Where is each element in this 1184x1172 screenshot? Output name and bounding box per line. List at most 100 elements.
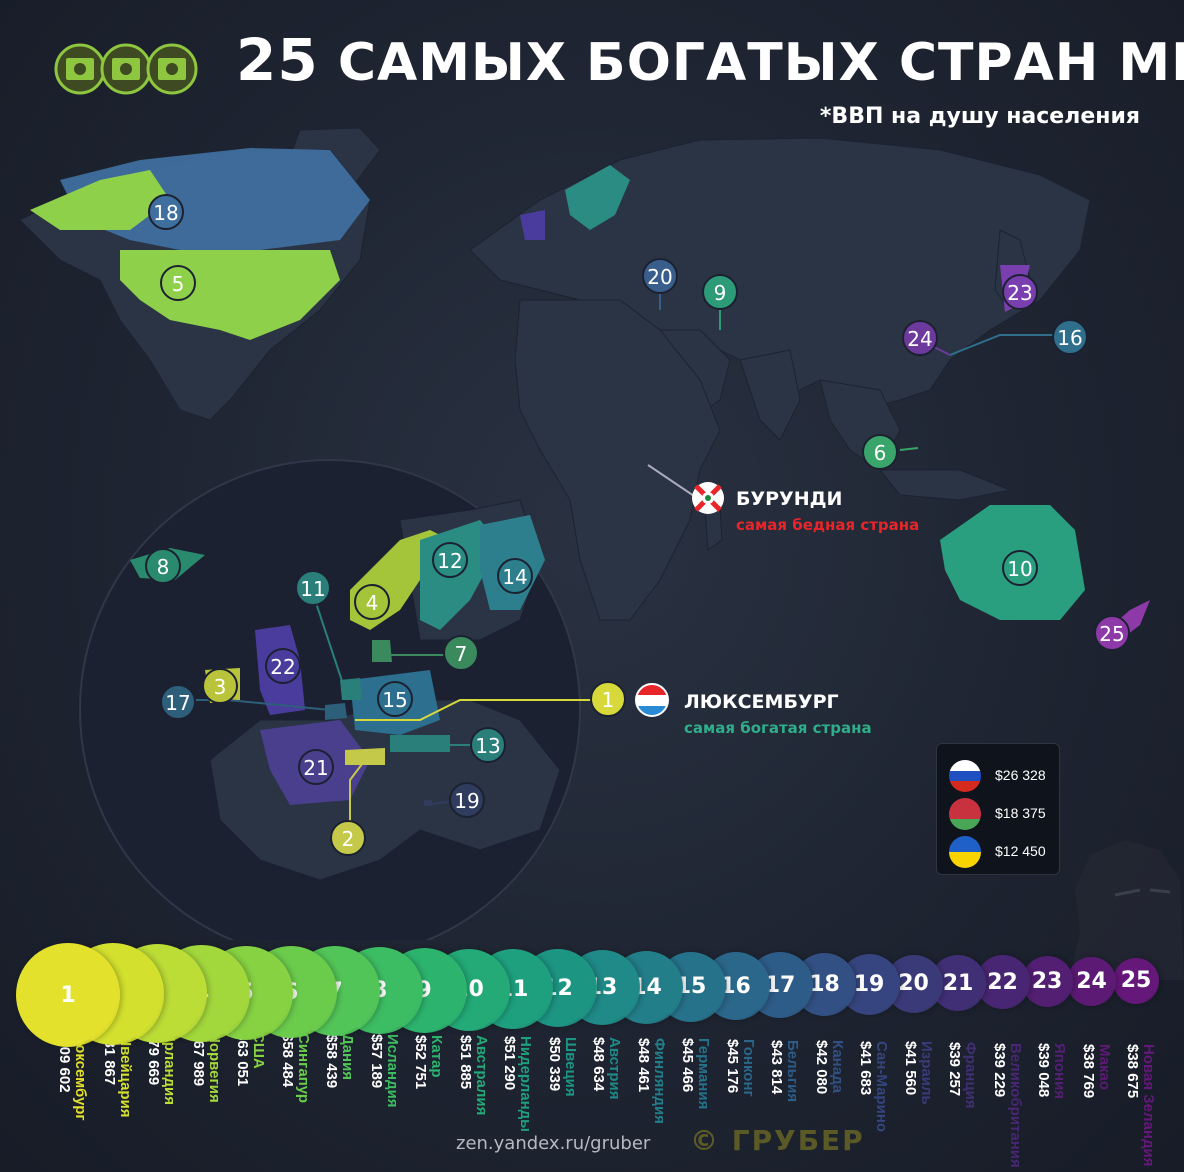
- map-marker-19: 19: [449, 782, 485, 818]
- burundi-sublabel: самая бедная страна: [736, 516, 919, 534]
- rank-value: $45 176: [723, 1039, 741, 1094]
- map-marker-15: 15: [377, 681, 413, 717]
- map-marker-2: 2: [330, 820, 366, 856]
- rank-country: Дания: [339, 1033, 356, 1080]
- belarus-flag-icon: [949, 798, 981, 830]
- rank-value: $58 439: [323, 1033, 340, 1088]
- world-map: 18 5 20 9 23 24 16 6 10 25 8 12 14 11 4 7 22 3 15 17 1 13 21 19…: [19, 127, 1150, 940]
- rank-label-12: Швеция $50 339: [545, 1036, 579, 1097]
- map-marker-label: 11: [300, 577, 325, 601]
- rank-value: $57 189: [367, 1034, 385, 1089]
- rank-label-19: Сан-Марино $41 683: [857, 1040, 890, 1132]
- legend-value: $12 450: [995, 843, 1046, 859]
- rank-label-15: Германия $45 466: [679, 1038, 712, 1109]
- rank-number: 24: [1076, 968, 1107, 994]
- rank-country: Австрия: [606, 1037, 623, 1100]
- rank-value: $39 048: [1035, 1043, 1052, 1098]
- rank-value: $39 229: [990, 1042, 1008, 1097]
- rank-country: Бельгия: [784, 1039, 801, 1102]
- map-marker-label: 1: [602, 688, 615, 712]
- map-marker-8: 8: [145, 548, 181, 584]
- rank-label-24: Макао $38 769: [1080, 1043, 1113, 1098]
- map-marker-11: 11: [295, 570, 331, 606]
- rank-label-9: Катар $52 751: [412, 1035, 445, 1089]
- page-subtitle: *ВВП на душу населения: [819, 104, 1140, 129]
- rank-number: 20: [898, 971, 929, 997]
- rank-number: 19: [853, 971, 885, 997]
- luxembourg-sublabel: самая богатая страна: [684, 719, 872, 737]
- rank-label-18: Канада $42 080: [812, 1040, 846, 1095]
- map-marker-label: 20: [647, 265, 672, 289]
- alaska-region: [30, 170, 170, 230]
- map-marker-label: 9: [714, 281, 727, 305]
- source-link[interactable]: zen.yandex.ru/gruber: [456, 1133, 651, 1154]
- map-marker-5: 5: [160, 265, 196, 301]
- page-title: 25 САМЫХ БОГАТЫХ СТРАН МИРА: [236, 26, 1184, 94]
- map-marker-1: 1: [590, 681, 626, 717]
- netherlands-region: [340, 678, 362, 700]
- rank-country: Швеция: [561, 1036, 579, 1097]
- rank-label-23: Япония $39 048: [1035, 1043, 1068, 1100]
- map-marker-13: 13: [470, 727, 506, 763]
- rank-number: 1: [60, 982, 76, 1008]
- map-marker-label: 15: [382, 688, 407, 712]
- rank-value: $63 051: [234, 1032, 251, 1087]
- rank-country: Франция: [962, 1042, 979, 1109]
- legend-value: $18 375: [995, 805, 1046, 821]
- rank-label-13: Австрия $48 634: [590, 1037, 623, 1100]
- rank-bubble-1: 1: [16, 943, 120, 1047]
- rank-country: Великобритания: [1006, 1042, 1024, 1168]
- rank-number: 21: [942, 970, 974, 996]
- map-marker-label: 14: [502, 565, 527, 589]
- map-marker-4: 4: [354, 584, 390, 620]
- ukraine-flag-icon: [949, 836, 981, 868]
- rank-label-6: Сингапур $58 484: [278, 1033, 312, 1103]
- rank-value: $38 675: [1124, 1044, 1141, 1099]
- rank-value: $50 339: [545, 1036, 563, 1091]
- map-marker-20: 20: [642, 258, 678, 294]
- map-marker-label: 25: [1099, 622, 1124, 646]
- map-marker-label: 22: [270, 655, 295, 679]
- rank-country: США: [250, 1032, 267, 1070]
- rank-country: Израиль: [917, 1041, 935, 1106]
- map-marker-14: 14: [497, 558, 533, 594]
- rank-value: $42 080: [812, 1040, 830, 1095]
- cis-comparison-legend: $26 328 $18 375 $12 450: [936, 743, 1060, 875]
- map-marker-label: 17: [165, 691, 190, 715]
- rank-number: 23: [1031, 969, 1063, 995]
- rank-value: $51 885: [456, 1035, 474, 1090]
- map-marker-label: 24: [907, 327, 932, 351]
- rank-label-8: Исландия $57 189: [367, 1034, 401, 1108]
- rank-number: 25: [1120, 968, 1152, 994]
- rank-label-4: Норвегия $67 989: [190, 1032, 223, 1103]
- rank-number: 17: [764, 972, 796, 998]
- rank-label-21: Франция $39 257: [946, 1042, 979, 1109]
- legend-value: $26 328: [995, 767, 1046, 783]
- rank-label-25: Новая Зеландия $38 675: [1124, 1044, 1157, 1166]
- rank-country: Макао: [1095, 1043, 1113, 1090]
- denmark-region: [372, 640, 392, 662]
- map-marker-3: 3: [202, 668, 238, 704]
- rank-number: 18: [809, 972, 840, 998]
- rank-value: $41 683: [857, 1040, 874, 1096]
- map-marker-18: 18: [148, 194, 184, 230]
- map-marker-label: 2: [342, 827, 355, 851]
- map-marker-16: 16: [1052, 319, 1088, 355]
- rank-label-14: Финляндия $48 461: [634, 1037, 668, 1124]
- map-marker-17: 17: [160, 684, 196, 720]
- belgium-region: [325, 703, 347, 720]
- map-marker-24: 24: [902, 320, 938, 356]
- rank-country: Япония: [1051, 1043, 1068, 1100]
- rank-value: $58 484: [278, 1033, 296, 1088]
- map-marker-7: 7: [443, 635, 479, 671]
- russia-flag-icon: [949, 760, 981, 792]
- map-marker-23: 23: [1002, 274, 1038, 310]
- map-marker-label: 18: [153, 201, 178, 225]
- map-marker-label: 4: [366, 591, 379, 615]
- rank-country: Канада: [828, 1040, 846, 1094]
- rank-label-11: Нидерланды $51 290: [501, 1036, 534, 1132]
- rank-value: $51 290: [501, 1036, 518, 1091]
- map-marker-label: 10: [1007, 557, 1032, 581]
- map-marker-21: 21: [298, 749, 334, 785]
- rank-value: $48 461: [634, 1037, 652, 1093]
